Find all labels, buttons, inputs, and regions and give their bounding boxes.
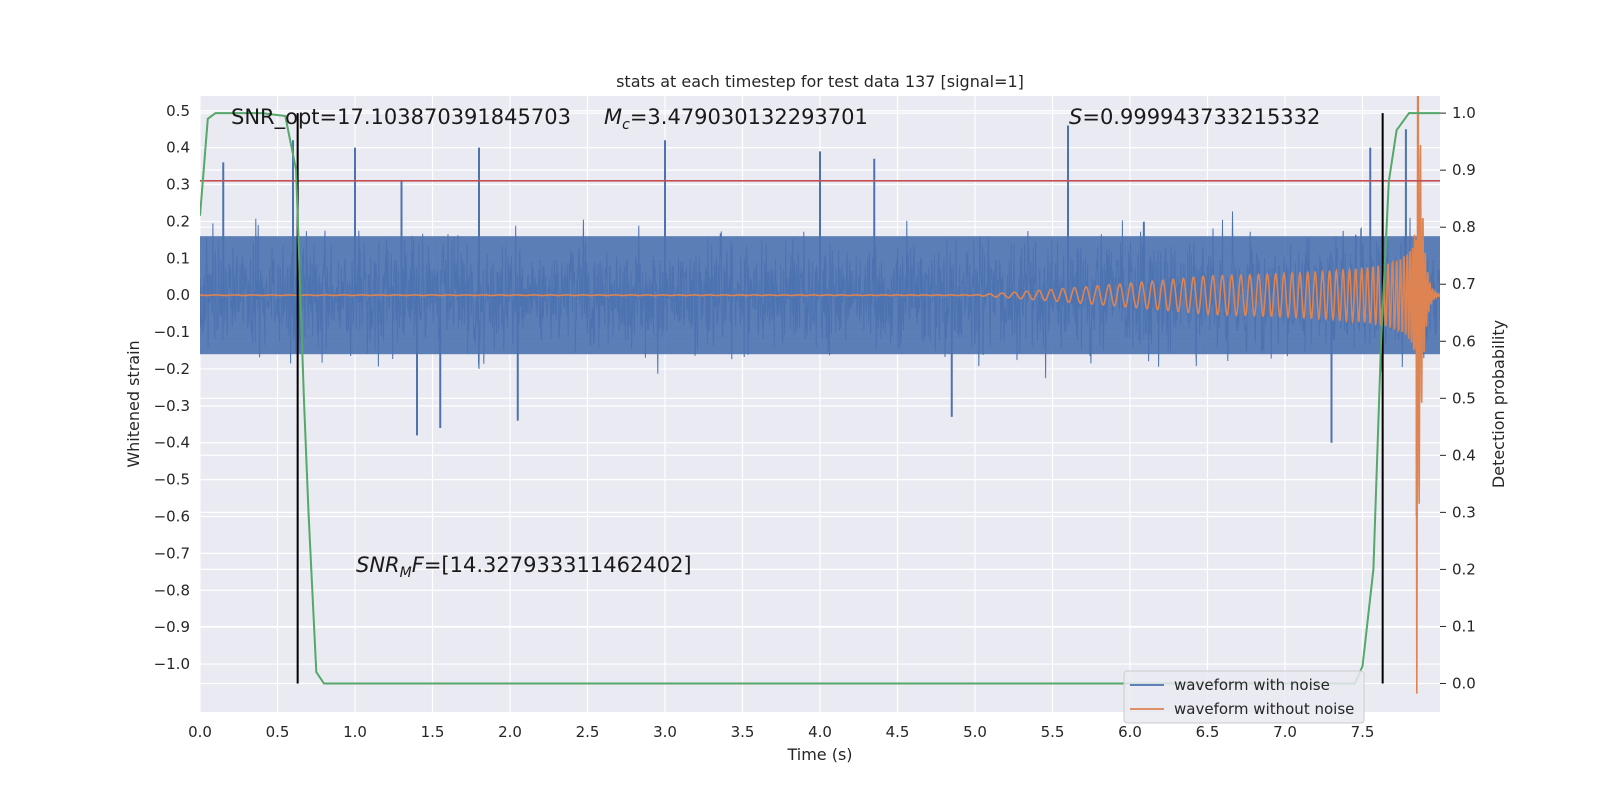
y-left-tick-label: 0.3 xyxy=(166,176,190,194)
y-axis-right-label: Detection probability xyxy=(1489,320,1508,488)
y-left-tick-label: −0.1 xyxy=(154,323,190,341)
x-tick-label: 6.0 xyxy=(1118,723,1142,741)
y-right-tick-label: 0.1 xyxy=(1452,617,1476,635)
snr-mf-symbol: SNR xyxy=(356,553,400,577)
y-left-tick-label: 0.0 xyxy=(166,286,190,304)
y-left-tick-label: −0.2 xyxy=(154,360,190,378)
y-right-tick-label: 0.2 xyxy=(1452,560,1476,578)
s-annotation: S=0.999943733215332 xyxy=(1069,105,1320,129)
s-value: =0.999943733215332 xyxy=(1082,105,1320,129)
x-axis-ticks: 0.0 0.5 1.0 1.5 2.0 2.5 3.0 3.5 4.0 4.5 5.0 5.5 6.0 6… xyxy=(188,723,1374,741)
x-axis-label: Time (s) xyxy=(786,745,852,764)
y-left-tick-label: 0.1 xyxy=(166,249,190,267)
y-right-axis-ticks: 1.0 0.9 0.8 0.7 0.6 0.5 0.4 0.3 0.2 0.1 0.0 xyxy=(1440,104,1476,692)
y-right-tick-label: 0.9 xyxy=(1452,161,1476,179)
x-tick-label: 4.5 xyxy=(886,723,910,741)
y-left-tick-label: −0.8 xyxy=(154,581,190,599)
x-tick-label: 3.0 xyxy=(653,723,677,741)
x-tick-label: 2.0 xyxy=(498,723,522,741)
y-left-tick-label: −0.9 xyxy=(154,618,190,636)
legend-label-clean: waveform without noise xyxy=(1174,700,1354,718)
y-left-tick-label: 0.5 xyxy=(166,102,190,120)
x-tick-label: 5.0 xyxy=(963,723,987,741)
y-right-tick-label: 0.0 xyxy=(1452,674,1476,692)
chart-title: stats at each timestep for test data 137… xyxy=(616,72,1024,91)
y-axis-left-label: Whitened strain xyxy=(124,340,143,467)
y-left-tick-label: −0.4 xyxy=(154,434,190,452)
x-tick-label: 1.5 xyxy=(421,723,445,741)
chirp-mass-symbol: M xyxy=(604,105,622,129)
snr-mf-subscript: M xyxy=(400,565,412,581)
chirp-mass-subscript: c xyxy=(622,117,630,133)
y-left-tick-label: 0.4 xyxy=(166,139,190,157)
clean-waveform-series xyxy=(200,96,1440,694)
legend-box xyxy=(1123,670,1365,724)
x-tick-label: 3.5 xyxy=(731,723,755,741)
chirp-mass-value: =3.479030132293701 xyxy=(630,105,868,129)
snr-mf-value: =[14.327933311462402] xyxy=(424,553,692,577)
y-left-axis-ticks: 0.5 0.4 0.3 0.2 0.1 0.0 −0.1 −0.2 −0.3 −0.4 −0.5 −0… xyxy=(154,102,190,673)
y-right-tick-label: 1.0 xyxy=(1452,104,1476,122)
chirp-mass-annotation: Mc=3.479030132293701 xyxy=(604,105,868,133)
detection-probability-series xyxy=(200,112,1440,685)
y-right-tick-label: 0.8 xyxy=(1452,218,1476,236)
y-left-tick-label: −0.7 xyxy=(154,544,190,562)
legend: waveform with noise waveform without noi… xyxy=(1123,670,1365,724)
x-tick-label: 2.5 xyxy=(576,723,600,741)
x-tick-label: 0.5 xyxy=(266,723,290,741)
x-tick-label: 1.0 xyxy=(343,723,367,741)
detection-probability-line xyxy=(200,112,1440,685)
y-left-tick-label: 0.2 xyxy=(166,212,190,230)
x-tick-label: 6.5 xyxy=(1196,723,1220,741)
y-right-tick-label: 0.6 xyxy=(1452,332,1476,350)
snr-mf-f: F xyxy=(412,553,425,577)
x-tick-label: 4.0 xyxy=(808,723,832,741)
x-tick-label: 5.5 xyxy=(1041,723,1065,741)
y-right-tick-label: 0.5 xyxy=(1452,389,1476,407)
clean-waveform-line xyxy=(200,96,1440,694)
snr-mf-annotation: SNRMF=[14.327933311462402] xyxy=(356,553,692,581)
s-symbol: S xyxy=(1069,105,1082,129)
legend-label-noise: waveform with noise xyxy=(1174,676,1330,694)
snr-opt-annotation: SNR_opt=17.103870391845703 xyxy=(231,105,571,130)
y-right-tick-label: 0.7 xyxy=(1452,275,1476,293)
y-left-tick-label: −0.3 xyxy=(154,397,190,415)
y-right-tick-label: 0.4 xyxy=(1452,446,1476,464)
y-left-tick-label: −0.5 xyxy=(154,471,190,489)
y-right-tick-label: 0.3 xyxy=(1452,503,1476,521)
x-tick-label: 7.5 xyxy=(1351,723,1375,741)
y-left-tick-label: −1.0 xyxy=(154,655,190,673)
y-left-tick-label: −0.6 xyxy=(154,508,190,526)
x-tick-label: 0.0 xyxy=(188,723,212,741)
x-tick-label: 7.0 xyxy=(1273,723,1297,741)
